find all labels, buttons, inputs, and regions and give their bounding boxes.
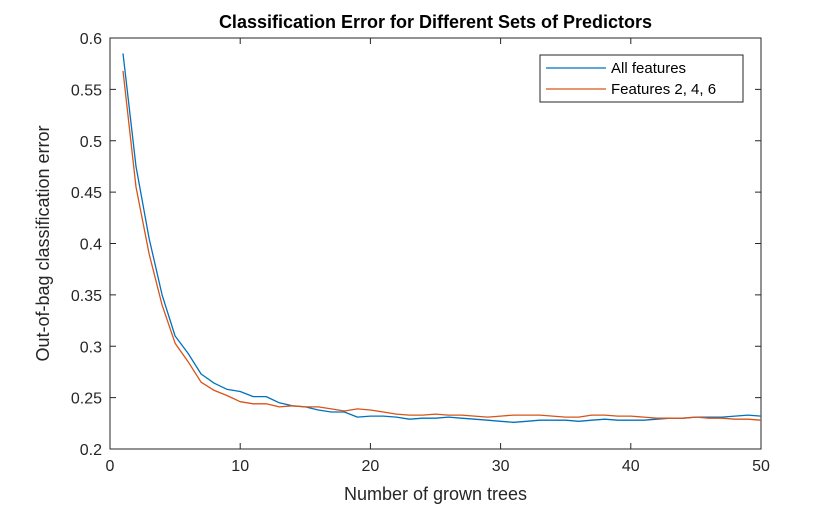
- x-tick-label: 20: [362, 458, 380, 475]
- y-axis-label: Out-of-bag classification error: [33, 125, 53, 361]
- y-axis: 0.2 0.25 0.3 0.35 0.4 0.45 0.5 0.55 0.6: [71, 31, 761, 459]
- x-tick-label: 0: [106, 458, 115, 475]
- series-line-1: [122, 53, 762, 423]
- legend: All features Features 2, 4, 6: [539, 54, 744, 103]
- x-tick-label: 50: [752, 458, 770, 475]
- legend-label-2: Features 2, 4, 6: [611, 81, 716, 98]
- x-tick-label: 40: [622, 458, 640, 475]
- x-axis: 0 10 20 30 40 50: [106, 38, 770, 475]
- y-tick-label: 0.4: [80, 237, 102, 254]
- y-tick-label: 0.3: [80, 339, 102, 356]
- x-tick-label: 10: [231, 458, 249, 475]
- series-layer: [122, 53, 762, 423]
- y-tick-label: 0.25: [71, 391, 102, 408]
- chart-title: Classification Error for Different Sets …: [219, 12, 652, 32]
- y-tick-label: 0.5: [80, 134, 102, 151]
- x-axis-label: Number of grown trees: [344, 484, 527, 504]
- y-tick-label: 0.6: [80, 31, 102, 48]
- y-tick-label: 0.45: [71, 185, 102, 202]
- y-tick-label: 0.2: [80, 442, 102, 459]
- legend-label-1: All features: [611, 60, 686, 77]
- legend-box: [539, 54, 744, 103]
- y-tick-label: 0.55: [71, 82, 102, 99]
- y-tick-label: 0.35: [71, 288, 102, 305]
- x-tick-label: 30: [492, 458, 510, 475]
- series-line-2: [122, 70, 762, 421]
